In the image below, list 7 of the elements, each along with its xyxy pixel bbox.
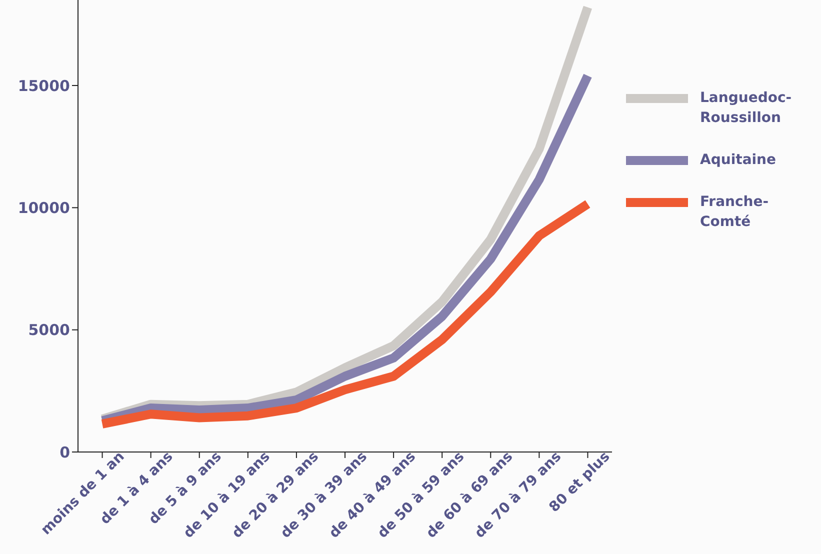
y-tick-label: 10000 — [18, 199, 70, 217]
legend-label: Aquitaine — [700, 151, 778, 170]
y-tick-label: 15000 — [18, 76, 70, 95]
legend-label: Languedoc-Roussillon — [700, 89, 793, 128]
legend-label: Franche-Comté — [700, 193, 770, 232]
y-tick-label: 5000 — [28, 321, 70, 340]
y-tick-label: 0 — [60, 443, 70, 462]
